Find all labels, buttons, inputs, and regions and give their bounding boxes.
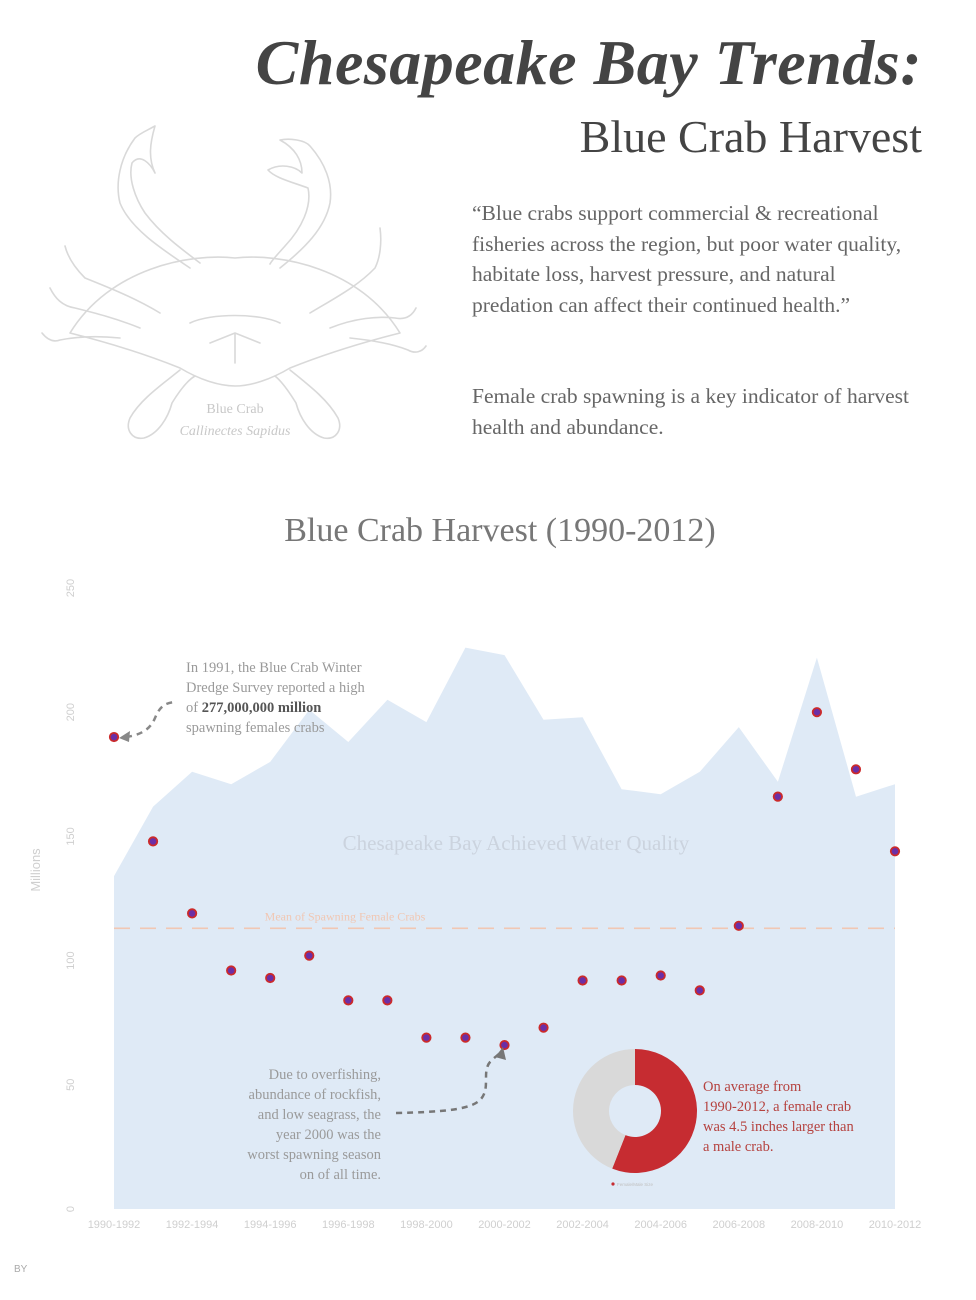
- data-point: [616, 975, 627, 986]
- x-tick-label: 1992-1994: [166, 1219, 219, 1231]
- crab-illustration: [41, 125, 427, 440]
- x-tick-label: 2004-2006: [634, 1219, 687, 1231]
- data-point: [772, 791, 783, 802]
- donut-female-slice: [612, 1049, 697, 1173]
- x-tick-label: 1996-1998: [322, 1219, 375, 1231]
- x-tick-label: 2010-2012: [869, 1219, 922, 1231]
- data-point: [733, 920, 744, 931]
- crab-left-claw: [117, 125, 201, 269]
- x-tick-label: 2008-2010: [791, 1219, 844, 1231]
- x-tick-label: 2000-2002: [478, 1219, 531, 1231]
- data-point: [499, 1039, 510, 1051]
- mean-label: Mean of Spawning Female Crabs: [265, 909, 426, 923]
- crab-right-claw: [267, 138, 332, 269]
- data-point: [421, 1032, 432, 1043]
- data-point: [265, 972, 276, 984]
- x-tick-label: 1998-2000: [400, 1219, 453, 1231]
- data-point: [811, 707, 823, 718]
- donut-legend-label: Female/Male Size: [617, 1182, 654, 1187]
- donut-male-slice: [572, 1049, 635, 1169]
- quote-text: “Blue crabs support commercial & recreat…: [472, 201, 902, 317]
- data-point: [889, 846, 901, 857]
- y-tick-label: 150: [65, 827, 77, 845]
- data-point: [655, 970, 666, 981]
- data-point: [343, 995, 354, 1006]
- y-tick-label: 200: [65, 703, 77, 721]
- y-tick-label: 0: [65, 1206, 77, 1212]
- data-point: [382, 995, 393, 1006]
- chart-title: Blue Crab Harvest (1990-2012): [284, 512, 716, 549]
- annotation-high: In 1991, the Blue Crab Winter Dredge Surv…: [186, 660, 366, 736]
- donut-legend-swatch: [611, 1182, 615, 1186]
- annotation-low: Due to overfishing, abundance of rockfish…: [247, 1067, 381, 1183]
- x-tick-label: 2002-2004: [556, 1219, 609, 1231]
- footer-by: BY: [14, 1264, 28, 1275]
- indicator-text: Female crab spawning is a key indicator …: [472, 384, 910, 439]
- donut-annotation: On average from 1990-2012, a female crab w…: [703, 1079, 854, 1155]
- data-point: [108, 731, 120, 743]
- data-point: [147, 836, 159, 847]
- area-label: Chesapeake Bay Achieved Water Quality: [343, 831, 690, 855]
- annotation-high-arrow: [125, 700, 176, 739]
- crab-scientific-name: Callinectes Sapidus: [179, 424, 291, 439]
- data-point: [538, 1022, 549, 1033]
- page-subtitle: Blue Crab Harvest: [579, 111, 922, 162]
- y-tick-label: 50: [65, 1079, 77, 1091]
- y-tick-label: 250: [65, 579, 77, 597]
- data-point: [577, 975, 588, 986]
- data-point: [226, 965, 237, 976]
- x-tick-label: 2006-2008: [712, 1219, 765, 1231]
- page-title: Chesapeake Bay Trends:: [255, 27, 922, 98]
- data-point: [304, 950, 315, 961]
- data-point: [850, 764, 862, 775]
- x-tick-label: 1990-1992: [88, 1219, 141, 1231]
- data-point: [460, 1032, 471, 1043]
- annotation-low-arrowhead: [495, 1047, 506, 1060]
- crab-common-name: Blue Crab: [206, 402, 264, 417]
- y-axis-label: Millions: [28, 848, 43, 892]
- x-tick-label: 1994-1996: [244, 1219, 297, 1231]
- data-point: [694, 985, 705, 996]
- data-point: [187, 908, 198, 919]
- annotation-high-arrowhead: [119, 731, 130, 742]
- y-tick-label: 100: [65, 951, 77, 969]
- crab-carapace: [69, 256, 401, 387]
